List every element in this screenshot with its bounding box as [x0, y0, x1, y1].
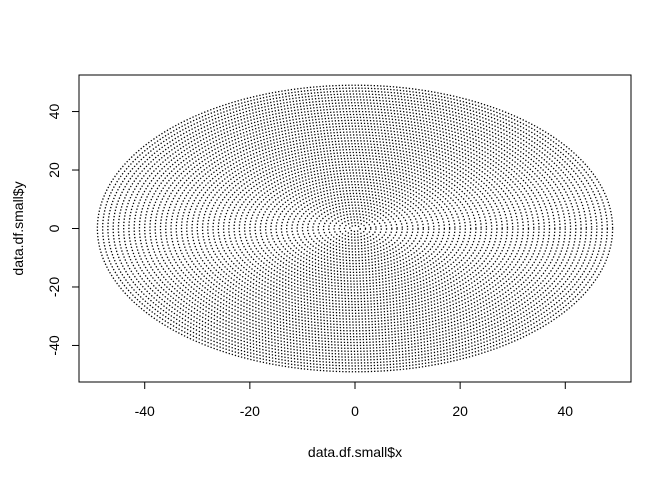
point-ring	[228, 157, 482, 300]
point-ring	[270, 181, 440, 276]
y-tick-label: -20	[46, 277, 62, 297]
point-ring	[96, 84, 614, 373]
point-ring	[154, 116, 556, 341]
x-axis: -40 -20 0 20 40	[135, 381, 573, 419]
y-tick-label: 40	[46, 104, 62, 120]
point-ring	[333, 216, 377, 241]
point-ring	[343, 222, 367, 235]
point-ring	[275, 183, 435, 274]
point-ring	[259, 175, 451, 282]
x-tick-label: 20	[452, 403, 468, 419]
point-ring	[328, 213, 382, 244]
point-ring	[222, 154, 488, 303]
point-ring	[201, 143, 509, 314]
point-ring	[349, 224, 361, 233]
point-ring	[207, 145, 503, 312]
point-ring	[249, 169, 461, 288]
y-tick-label: 20	[46, 162, 62, 178]
y-tick-label: -40	[46, 335, 62, 355]
point-ring	[107, 90, 603, 367]
x-tick-label: 40	[557, 403, 573, 419]
points-layer	[96, 84, 614, 373]
point-ring	[317, 207, 393, 250]
point-ring	[254, 172, 456, 285]
point-ring	[312, 204, 398, 253]
point-ring	[138, 107, 572, 350]
point-ring	[186, 134, 524, 323]
point-ring	[291, 192, 419, 265]
point-ring	[233, 160, 477, 297]
point-ring	[180, 131, 530, 326]
point-ring	[149, 113, 561, 344]
x-tick-label: -40	[135, 403, 155, 419]
point-ring	[338, 219, 372, 238]
point-ring	[243, 166, 467, 291]
point-ring	[170, 125, 540, 332]
point-ring	[175, 128, 535, 329]
x-axis-title: data.df.small$x	[308, 444, 402, 460]
plot-box	[78, 74, 632, 383]
point-ring	[301, 198, 409, 259]
point-ring	[123, 99, 587, 358]
point-ring	[286, 189, 424, 268]
point-ring	[238, 163, 472, 294]
point-ring	[307, 201, 403, 256]
y-tick-label: 0	[46, 224, 62, 232]
point-ring	[280, 186, 430, 271]
x-tick-label: -20	[240, 403, 260, 419]
x-tick-label: 0	[351, 403, 359, 419]
point-ring	[128, 102, 582, 355]
point-ring	[217, 151, 493, 306]
y-axis: -40 -20 0 20 40	[46, 104, 80, 356]
point-ring	[212, 148, 498, 309]
point-ring	[117, 96, 593, 361]
point-ring	[133, 105, 577, 352]
point-ring	[102, 87, 608, 370]
point-ring	[196, 140, 514, 317]
point-ring	[159, 119, 551, 338]
point-ring	[165, 122, 545, 335]
point-ring	[322, 210, 388, 247]
point-ring	[144, 110, 566, 347]
y-axis-title: data.df.small$y	[10, 181, 26, 275]
point-ring	[191, 137, 519, 320]
point-ring	[112, 93, 598, 364]
point-ring	[264, 178, 446, 279]
point-ring	[296, 195, 414, 262]
